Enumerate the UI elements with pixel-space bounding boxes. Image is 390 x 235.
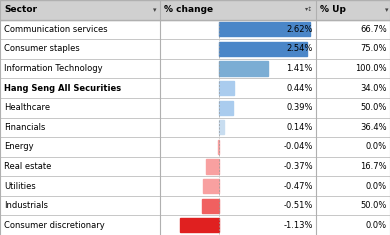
Text: 36.4%: 36.4% <box>360 123 387 132</box>
Text: Consumer discretionary: Consumer discretionary <box>4 221 105 230</box>
Text: -1.13%: -1.13% <box>284 221 313 230</box>
Text: ▾↕: ▾↕ <box>305 7 313 12</box>
Text: 0.44%: 0.44% <box>287 84 313 93</box>
Text: Sector: Sector <box>4 5 37 14</box>
Text: 2.54%: 2.54% <box>287 44 313 53</box>
Bar <box>219 120 224 134</box>
Text: 0.0%: 0.0% <box>366 221 387 230</box>
Bar <box>0 118 390 137</box>
Text: Information Technology: Information Technology <box>4 64 103 73</box>
Text: 0.0%: 0.0% <box>366 182 387 191</box>
Text: 0.14%: 0.14% <box>287 123 313 132</box>
Text: % change: % change <box>164 5 213 14</box>
Bar <box>219 62 268 76</box>
Text: 0.0%: 0.0% <box>366 142 387 151</box>
Text: 66.7%: 66.7% <box>360 25 387 34</box>
Bar <box>219 42 307 56</box>
Bar <box>0 39 390 59</box>
Text: 50.0%: 50.0% <box>361 201 387 210</box>
Text: Energy: Energy <box>4 142 34 151</box>
Text: 75.0%: 75.0% <box>360 44 387 53</box>
Text: Consumer staples: Consumer staples <box>4 44 80 53</box>
Bar <box>0 157 390 176</box>
Bar <box>219 22 310 36</box>
Text: 16.7%: 16.7% <box>360 162 387 171</box>
Text: 1.41%: 1.41% <box>287 64 313 73</box>
Text: -0.47%: -0.47% <box>284 182 313 191</box>
Text: Utilities: Utilities <box>4 182 36 191</box>
Text: Real estate: Real estate <box>4 162 51 171</box>
Text: 50.0%: 50.0% <box>361 103 387 112</box>
Bar <box>0 78 390 98</box>
Bar <box>180 218 219 232</box>
Bar <box>0 215 390 235</box>
Bar <box>0 196 390 215</box>
Text: Communication services: Communication services <box>4 25 108 34</box>
Text: Hang Seng All Securities: Hang Seng All Securities <box>4 84 121 93</box>
Bar <box>219 81 234 95</box>
Bar <box>0 176 390 196</box>
Text: -0.04%: -0.04% <box>284 142 313 151</box>
Text: ▾: ▾ <box>153 7 157 13</box>
Text: -0.51%: -0.51% <box>284 201 313 210</box>
Text: -0.37%: -0.37% <box>283 162 313 171</box>
Text: Financials: Financials <box>4 123 45 132</box>
Text: 2.62%: 2.62% <box>286 25 313 34</box>
Text: 0.39%: 0.39% <box>286 103 313 112</box>
Bar <box>219 101 233 115</box>
Text: Healthcare: Healthcare <box>4 103 50 112</box>
Bar <box>202 199 219 213</box>
Text: 34.0%: 34.0% <box>360 84 387 93</box>
Bar <box>0 20 390 39</box>
Bar <box>203 179 219 193</box>
Bar <box>0 98 390 118</box>
Text: ▾: ▾ <box>385 7 388 13</box>
Text: % Up: % Up <box>320 5 346 14</box>
Text: Industrials: Industrials <box>4 201 48 210</box>
Bar <box>0 0 390 20</box>
Bar <box>206 159 219 173</box>
Bar <box>218 140 219 154</box>
Bar <box>0 59 390 78</box>
Bar <box>0 137 390 157</box>
Text: 100.0%: 100.0% <box>355 64 387 73</box>
